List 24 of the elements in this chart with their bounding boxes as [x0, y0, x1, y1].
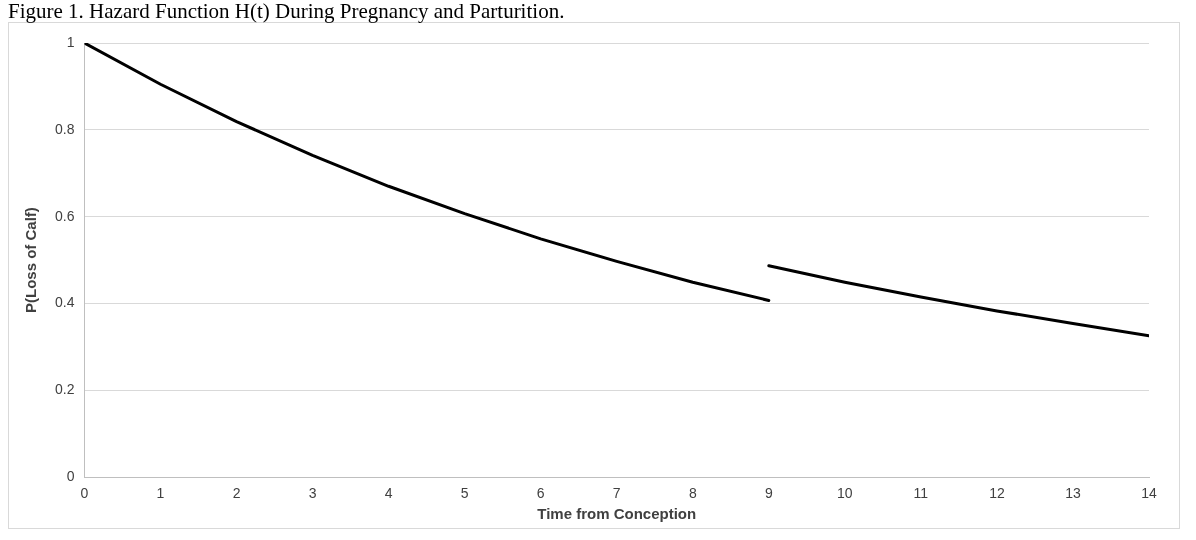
x-tick-label: 2 [232, 485, 241, 502]
x-tick-label: 3 [308, 485, 317, 502]
x-tick-label: 13 [1065, 485, 1081, 502]
y-tick-label: 0.2 [54, 381, 75, 398]
y-tick-label: 0.6 [54, 207, 75, 224]
x-tick-label: 4 [384, 485, 393, 502]
x-tick-label: 0 [80, 485, 89, 502]
y-tick-label: 0 [66, 468, 75, 485]
x-tick-label: 1 [156, 485, 165, 502]
x-tick-label: 5 [460, 485, 469, 502]
x-axis-title: Time from Conception [537, 505, 697, 523]
x-tick-label: 6 [536, 485, 545, 502]
x-tick-label: 7 [612, 485, 621, 502]
y-axis-title: P(Loss of Calf) [22, 207, 40, 314]
x-tick-label: 11 [913, 485, 929, 502]
x-tick-label: 12 [989, 485, 1005, 502]
chart-title: Figure 1. Hazard Function H(t) During Pregnancy and Parturition. [8, 0, 566, 23]
x-tick-label: 10 [837, 485, 853, 502]
y-tick-label: 0.8 [54, 120, 75, 137]
x-tick-label: 9 [764, 485, 773, 502]
x-tick-label: 8 [688, 485, 697, 502]
y-tick-label: 1 [66, 33, 75, 50]
y-tick-label: 0.4 [54, 294, 75, 311]
x-tick-label: 14 [1141, 485, 1157, 502]
